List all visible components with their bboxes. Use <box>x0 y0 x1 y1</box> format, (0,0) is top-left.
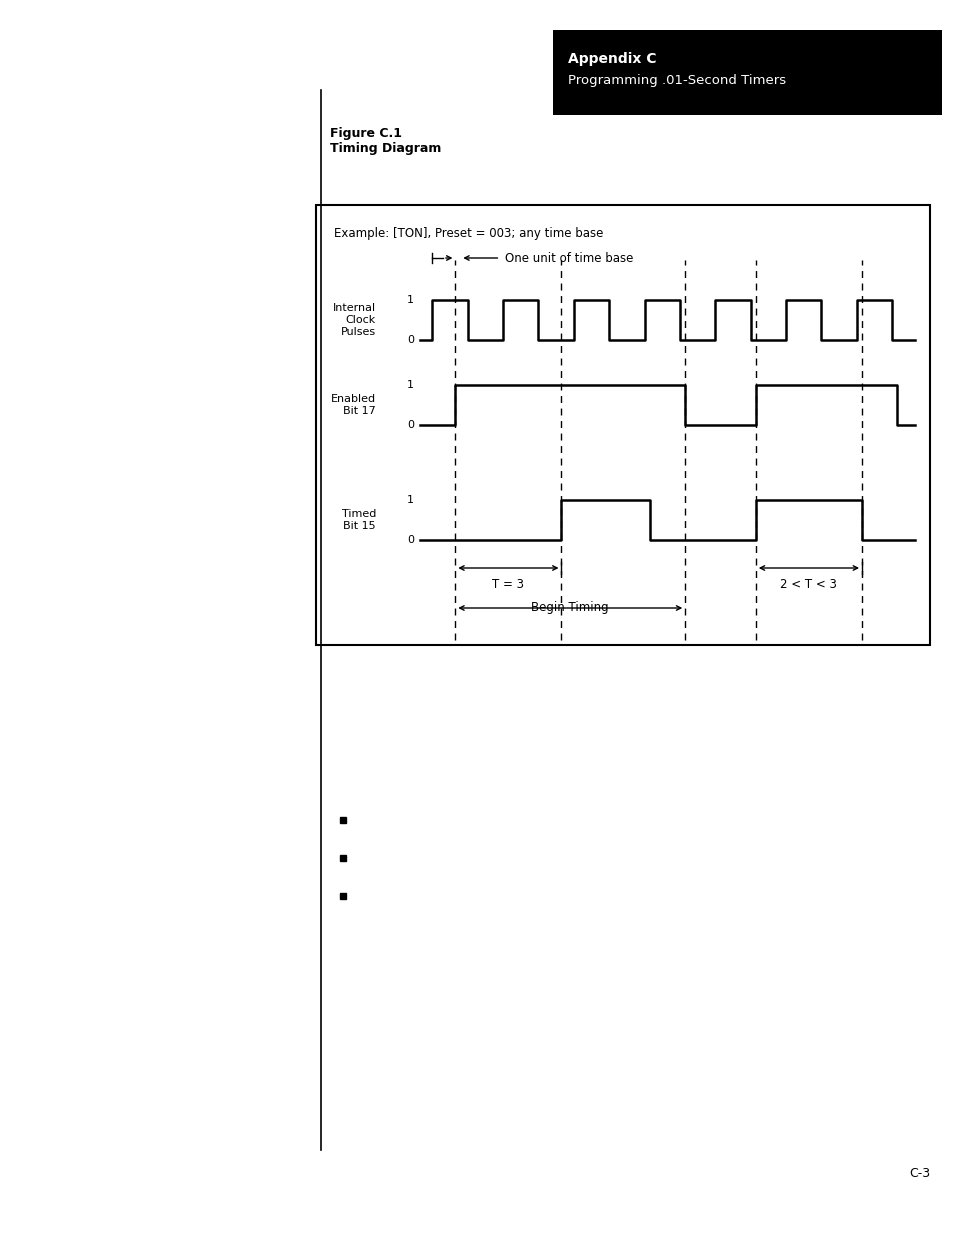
Text: 2 < T < 3: 2 < T < 3 <box>780 578 837 592</box>
Text: 1: 1 <box>407 495 414 505</box>
Text: Enabled
Bit 17: Enabled Bit 17 <box>331 394 375 416</box>
Text: 1: 1 <box>407 295 414 305</box>
Text: Begin Timing: Begin Timing <box>531 601 608 615</box>
Text: One unit of time base: One unit of time base <box>505 252 633 264</box>
Text: Internal
Clock
Pulses: Internal Clock Pulses <box>333 304 375 337</box>
Text: Timed
Bit 15: Timed Bit 15 <box>341 509 375 531</box>
Bar <box>553 30 941 115</box>
Text: Appendix C: Appendix C <box>567 52 656 65</box>
Text: Example: [TON], Preset = 003; any time base: Example: [TON], Preset = 003; any time b… <box>334 227 602 240</box>
Text: Timing Diagram: Timing Diagram <box>330 142 441 156</box>
Text: C-3: C-3 <box>908 1167 929 1179</box>
Text: 0: 0 <box>407 420 414 430</box>
Text: T = 3: T = 3 <box>492 578 524 592</box>
Text: 0: 0 <box>407 335 414 345</box>
Text: Figure C.1: Figure C.1 <box>330 127 401 140</box>
Text: Programming .01-Second Timers: Programming .01-Second Timers <box>567 74 785 86</box>
Bar <box>315 205 929 645</box>
Text: 1: 1 <box>407 380 414 390</box>
Text: 0: 0 <box>407 535 414 545</box>
